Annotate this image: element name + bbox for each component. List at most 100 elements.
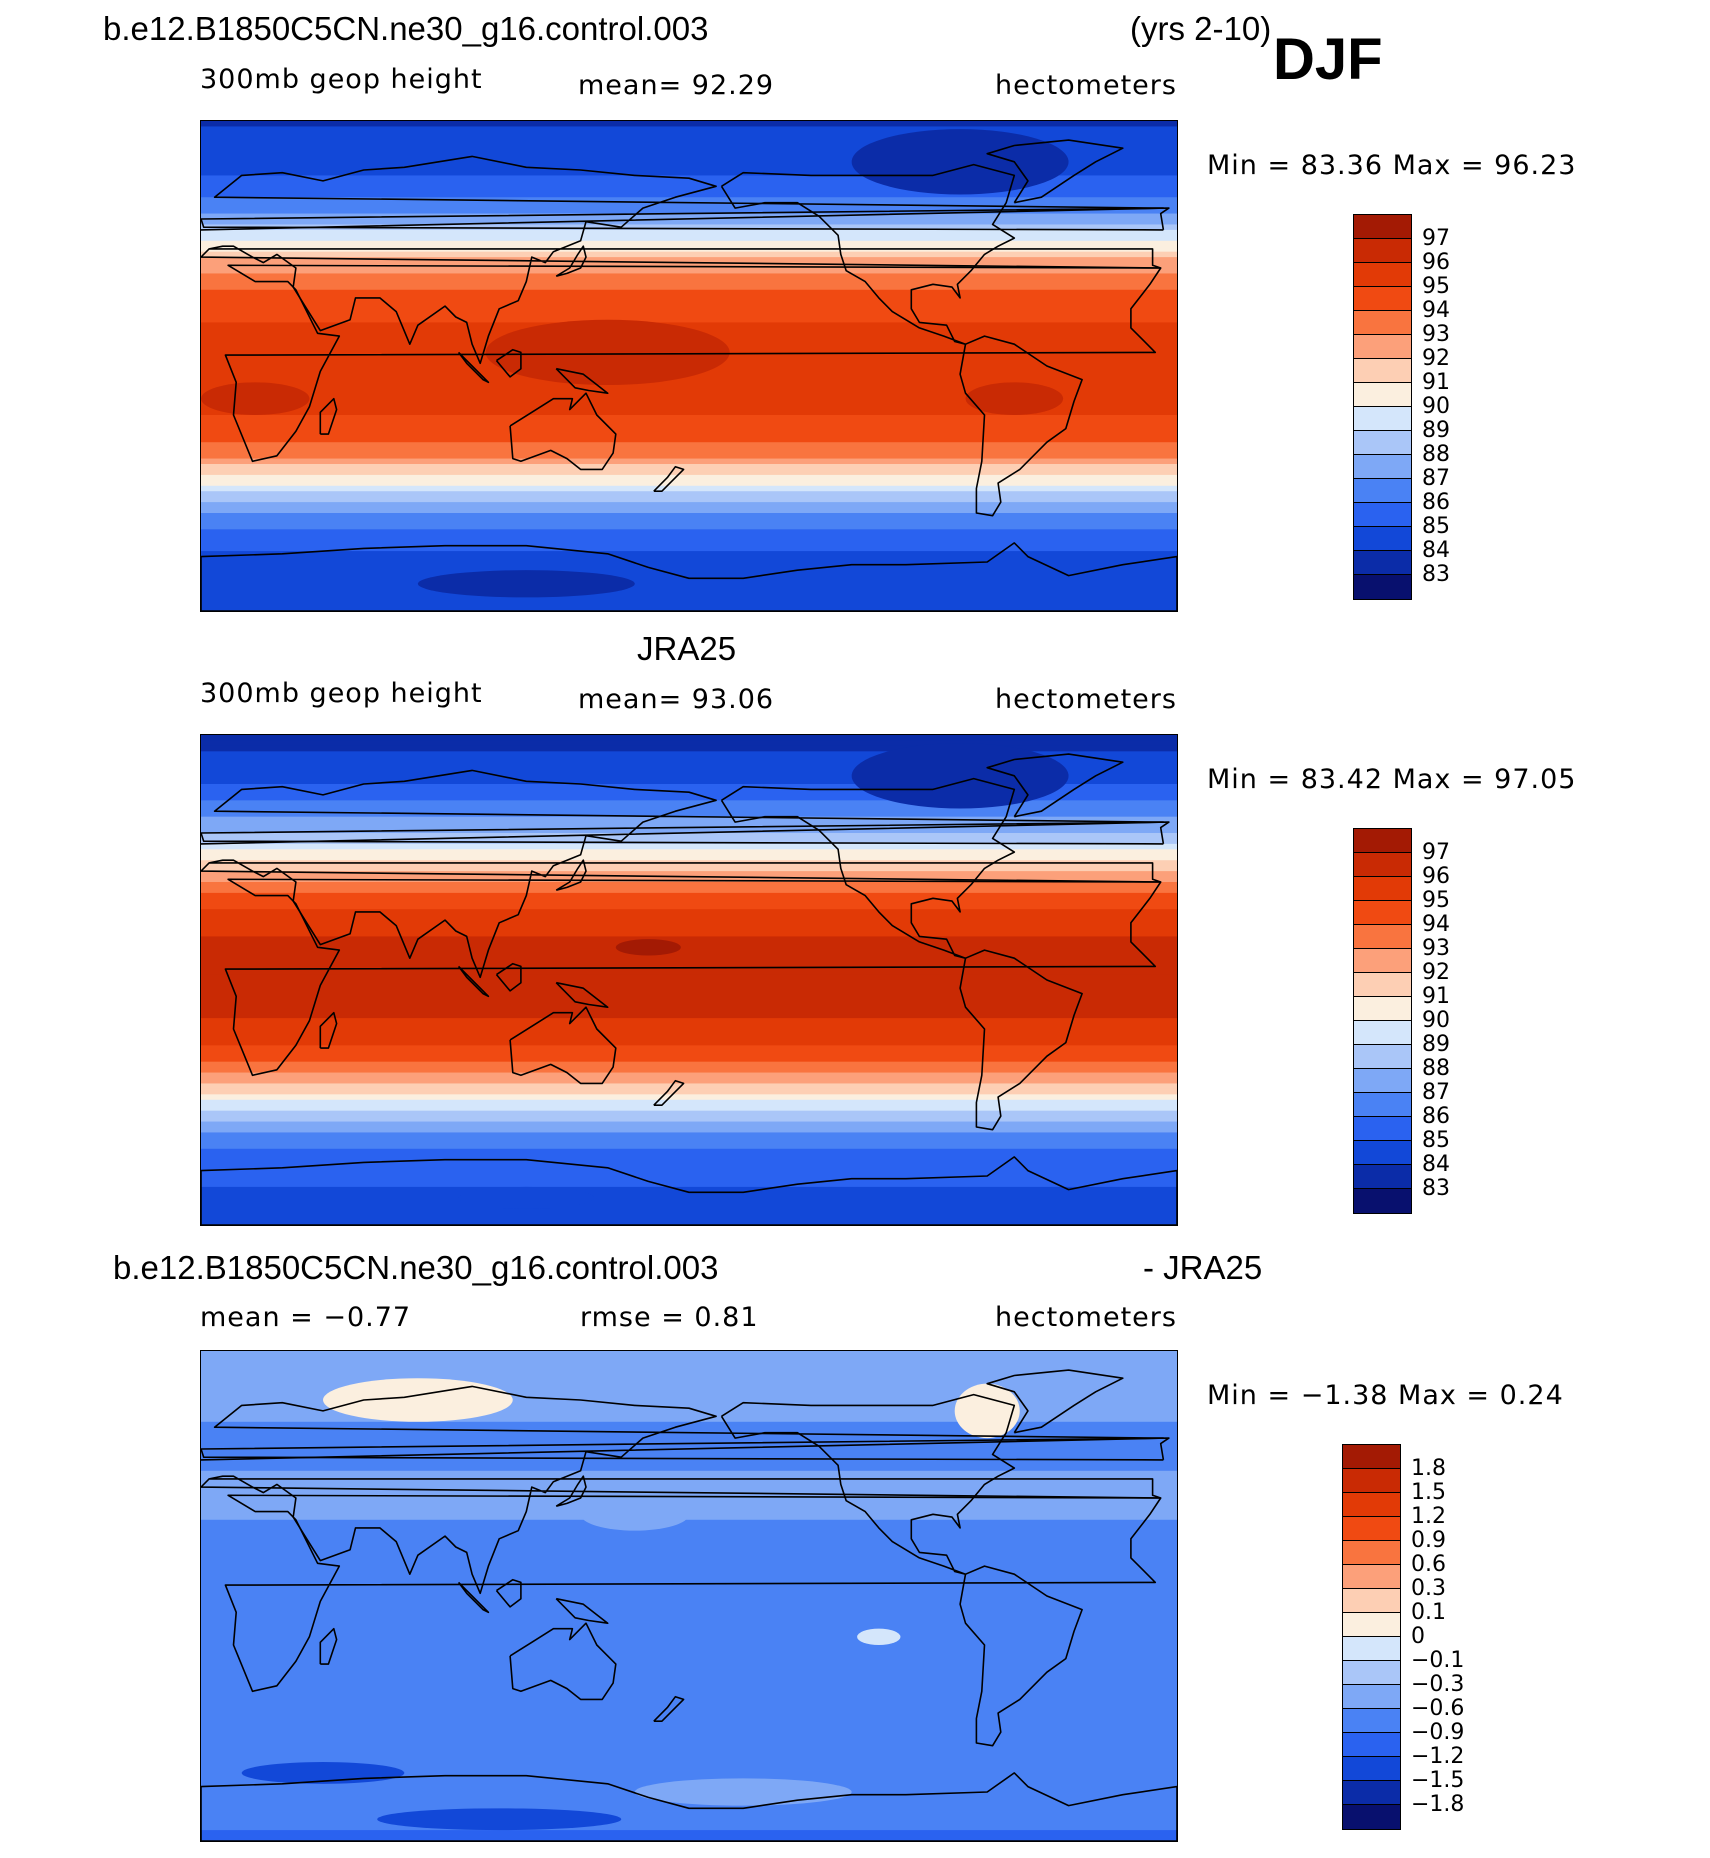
contour-band xyxy=(201,1416,1177,1423)
coastline-newguinea xyxy=(555,1597,609,1625)
contour-band xyxy=(201,1432,1177,1439)
contour-band xyxy=(201,1666,1177,1673)
colorbar-tick-label: 86 xyxy=(1422,490,1450,515)
colorbar-box xyxy=(1343,1709,1400,1733)
coastline-madagascar xyxy=(319,1011,338,1049)
contour-band xyxy=(201,1389,1177,1396)
contour-band xyxy=(201,1132,1177,1139)
colorbar-tick-label: 1.2 xyxy=(1411,1504,1446,1529)
contour-band xyxy=(201,1121,1177,1128)
contour-band xyxy=(201,1830,1177,1837)
contour-band xyxy=(201,1672,1177,1679)
colorbar-box xyxy=(1343,1493,1400,1517)
contour-band xyxy=(201,1383,1177,1390)
colorbar-box xyxy=(1343,1781,1400,1805)
contour-band xyxy=(201,567,1177,574)
contour-band xyxy=(201,1018,1177,1025)
contour-band xyxy=(201,534,1177,541)
contour-band xyxy=(201,735,1177,742)
colorbar-box xyxy=(1354,949,1411,973)
panel3-title: b.e12.B1850C5CN.ne30_g16.control.003 xyxy=(113,1249,719,1286)
contour-band xyxy=(201,404,1177,411)
contour-band xyxy=(201,1721,1177,1728)
contour-band xyxy=(201,268,1177,275)
colorbar-box xyxy=(1354,997,1411,1021)
contour-band xyxy=(201,485,1177,492)
contour-band xyxy=(201,458,1177,465)
contour-band xyxy=(201,1045,1177,1052)
contour-band xyxy=(201,1710,1177,1717)
coastline-africa xyxy=(224,1494,1162,1693)
contour-band xyxy=(201,969,1177,976)
coastline-borneo xyxy=(495,348,522,378)
contour-band xyxy=(201,251,1177,258)
contour-band xyxy=(201,1541,1177,1548)
contour-band xyxy=(201,1372,1177,1379)
contour-anomaly xyxy=(323,1378,513,1422)
contour-band xyxy=(201,1743,1177,1750)
contour-band xyxy=(201,811,1177,818)
contour-band xyxy=(201,963,1177,970)
contour-band xyxy=(201,1726,1177,1733)
colorbar-tick-label: −0.1 xyxy=(1411,1648,1465,1673)
contour-band xyxy=(201,1197,1177,1204)
contour-band xyxy=(201,843,1177,850)
contour-band xyxy=(201,170,1177,177)
contour-band xyxy=(201,1050,1177,1057)
colorbar-box xyxy=(1354,1165,1411,1189)
panel3-colorbar: 1.8 1.5 1.2 0.9 0.6 0.3 0.1 0 −0.1 −0.3 −0.6 −0.9 −1… xyxy=(1342,1444,1464,1830)
contour-band xyxy=(201,1661,1177,1668)
contour-band xyxy=(201,1759,1177,1766)
contour-band xyxy=(201,1056,1177,1063)
colorbar-box xyxy=(1354,479,1411,503)
colorbar-box xyxy=(1343,1733,1400,1757)
coastline-australia xyxy=(509,392,617,471)
contour-band xyxy=(201,1083,1177,1090)
contour-band xyxy=(201,1127,1177,1134)
coastline-uk xyxy=(200,1437,1170,1461)
contour-band xyxy=(201,996,1177,1003)
contour-band xyxy=(201,1137,1177,1144)
contour-anomaly xyxy=(965,382,1064,415)
panel1-map xyxy=(200,120,1178,612)
coastline-nz xyxy=(653,1695,685,1723)
contour-band xyxy=(201,513,1177,520)
panel2-map xyxy=(200,734,1178,1226)
contour-band xyxy=(201,1061,1177,1068)
colorbar-box xyxy=(1343,1613,1400,1637)
contour-band xyxy=(201,751,1177,758)
contour-band xyxy=(201,1753,1177,1760)
colorbar-tick-label: 0.6 xyxy=(1411,1552,1446,1577)
contour-band xyxy=(201,1694,1177,1701)
panel2-title: JRA25 xyxy=(637,630,737,667)
contour-band xyxy=(201,822,1177,829)
colorbar-box xyxy=(1343,1445,1400,1469)
contour-band xyxy=(201,941,1177,948)
contour-band xyxy=(201,1116,1177,1123)
contour-band xyxy=(201,224,1177,231)
colorbar-box xyxy=(1354,383,1411,407)
colorbar-tick-label: 1.5 xyxy=(1411,1480,1446,1505)
coastline-madagascar xyxy=(319,397,338,435)
colorbar-tick-label: 86 xyxy=(1422,1104,1450,1129)
contour-band xyxy=(201,1165,1177,1172)
contour-band xyxy=(201,1094,1177,1101)
coastline-eurasia xyxy=(200,1385,1165,1595)
contour-band xyxy=(201,1023,1177,1030)
contour-band xyxy=(201,1568,1177,1575)
contour-band xyxy=(201,1563,1177,1570)
coastline-samerica xyxy=(959,1565,1083,1747)
colorbar-box xyxy=(1354,973,1411,997)
contour-anomaly xyxy=(954,1383,1020,1439)
contour-anomaly xyxy=(851,743,1069,809)
colorbar-box xyxy=(1354,575,1411,599)
contour-band xyxy=(201,545,1177,552)
contour-band xyxy=(201,762,1177,769)
contour-band xyxy=(201,131,1177,138)
coastline-borneo xyxy=(495,962,522,992)
coastline-eurasia xyxy=(200,769,1165,979)
coastline-antarctica xyxy=(200,542,1178,612)
contour-band xyxy=(201,126,1177,133)
contour-band xyxy=(201,865,1177,872)
contour-band xyxy=(201,1748,1177,1755)
